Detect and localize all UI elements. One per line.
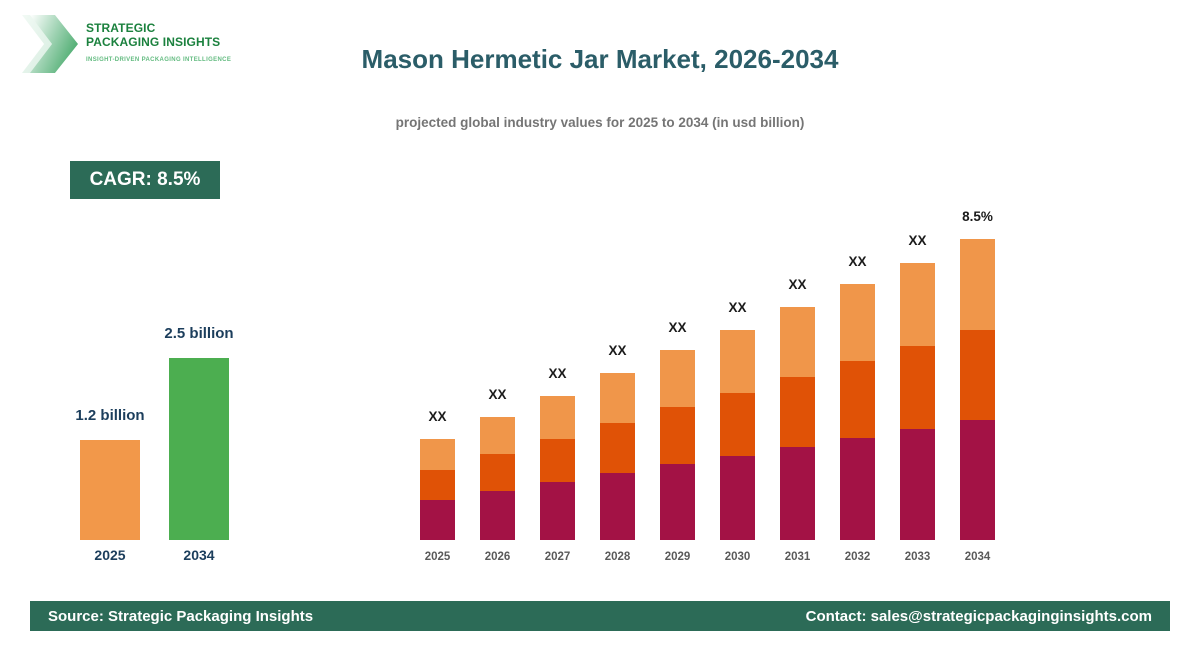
bar-year-label: 2027 bbox=[544, 551, 571, 563]
stacked-bar-2034 bbox=[960, 239, 995, 540]
bar-segment-bottom bbox=[540, 482, 575, 540]
page-title: Mason Hermetic Jar Market, 2026-2034 bbox=[361, 44, 839, 74]
stacked-bar-2027 bbox=[540, 396, 575, 540]
bar-segment-top bbox=[780, 307, 815, 377]
bar-segment-bottom bbox=[720, 456, 755, 540]
mini-bar-year-label: 2025 bbox=[94, 547, 126, 563]
bar-segment-bottom bbox=[600, 473, 635, 540]
stacked-bar-column-2026: XX 2026 bbox=[480, 0, 515, 563]
bar-segment-middle bbox=[480, 454, 515, 491]
bar-value-label: XX bbox=[908, 233, 927, 248]
bar-segment-middle bbox=[420, 470, 455, 500]
bar-segment-bottom bbox=[660, 464, 695, 540]
bar-value-label: XX bbox=[548, 366, 567, 381]
brand-tagline: INSIGHT-DRIVEN PACKAGING INTELLIGENCE bbox=[86, 57, 232, 63]
stacked-bar-column-2032: XX 2032 bbox=[840, 0, 875, 563]
stacked-bar-2032 bbox=[840, 284, 875, 540]
bar-year-label: 2030 bbox=[724, 551, 751, 563]
bar-year-label: 2025 bbox=[424, 551, 451, 563]
bar-year-label: 2026 bbox=[484, 551, 511, 563]
bar-segment-bottom bbox=[960, 420, 995, 540]
bar-segment-middle bbox=[660, 407, 695, 464]
bar-segment-bottom bbox=[900, 429, 935, 540]
chevron-arrow-icon bbox=[22, 15, 78, 73]
stacked-bar-column-2025: XX 2025 bbox=[420, 0, 455, 563]
bar-year-label: 2031 bbox=[784, 551, 811, 563]
bar-year-label: 2032 bbox=[844, 551, 871, 563]
stacked-bar-column-2033: XX 2033 bbox=[900, 0, 935, 563]
bar-segment-top bbox=[720, 330, 755, 393]
mini-comparison-chart: 1.2 billion 2025 2.5 billion 2034 bbox=[75, 0, 233, 563]
bar-segment-top bbox=[960, 239, 995, 330]
bar-value-label: XX bbox=[848, 254, 867, 269]
bar-segment-bottom bbox=[840, 438, 875, 540]
bar-segment-middle bbox=[900, 346, 935, 429]
bar-value-label: XX bbox=[488, 387, 507, 402]
bar-value-label: XX bbox=[788, 277, 807, 292]
cagr-badge: CAGR: 8.5% bbox=[70, 161, 220, 199]
bar-segment-bottom bbox=[780, 447, 815, 540]
bar-segment-middle bbox=[540, 439, 575, 482]
bar-value-label: XX bbox=[428, 409, 447, 424]
mini-bar-column-2034: 2.5 billion 2034 bbox=[164, 0, 233, 563]
stacked-bar-2026 bbox=[480, 417, 515, 540]
bar-segment-top bbox=[660, 350, 695, 407]
brand-name-line2: PACKAGING INSIGHTS bbox=[86, 34, 221, 49]
brand-text: STRATEGIC PACKAGING INSIGHTS INSIGHT-DRI… bbox=[86, 21, 232, 63]
bar-year-label: 2033 bbox=[904, 551, 931, 563]
page-subtitle: projected global industry values for 202… bbox=[395, 115, 805, 130]
bar-value-label: XX bbox=[728, 300, 747, 315]
bar-year-label: 2028 bbox=[604, 551, 631, 563]
bar-segment-middle bbox=[960, 330, 995, 420]
bar-segment-top bbox=[600, 373, 635, 423]
stacked-bar-column-2034: 8.5% 2034 bbox=[960, 0, 995, 563]
bar-value-label: XX bbox=[668, 320, 687, 335]
footer-contact-text: Contact: sales@strategicpackaginginsight… bbox=[805, 607, 1152, 625]
bar-segment-middle bbox=[840, 361, 875, 438]
stacked-bar-2030 bbox=[720, 330, 755, 540]
stacked-bar-2031 bbox=[780, 307, 815, 540]
bar-segment-top bbox=[900, 263, 935, 346]
bar-segment-top bbox=[540, 396, 575, 439]
bar-year-label: 2034 bbox=[964, 551, 991, 563]
stacked-bar-column-2029: XX 2029 bbox=[660, 0, 695, 563]
bar-segment-top bbox=[480, 417, 515, 454]
stacked-bar-column-2027: XX 2027 bbox=[540, 0, 575, 563]
stacked-bar-2033 bbox=[900, 263, 935, 540]
brand-logo: STRATEGIC PACKAGING INSIGHTS INSIGHT-DRI… bbox=[22, 14, 290, 76]
stacked-bar-column-2028: XX 2028 bbox=[600, 0, 635, 563]
bar-segment-middle bbox=[720, 393, 755, 456]
stacked-bar-2025 bbox=[420, 439, 455, 540]
bar-value-label: 8.5% bbox=[962, 209, 993, 224]
stacked-bar-column-2030: XX 2030 bbox=[720, 0, 755, 563]
bar-segment-bottom bbox=[480, 491, 515, 540]
bar-year-label: 2029 bbox=[664, 551, 691, 563]
footer-bar: Source: Strategic Packaging Insights Con… bbox=[30, 601, 1170, 631]
mini-bar-2034 bbox=[169, 358, 229, 540]
stacked-bar-2029 bbox=[660, 350, 695, 540]
stacked-bar-chart: XX 2025 XX 2026 XX 2027 XX 2028 XX 2029 XX 2030 XX 20… bbox=[420, 0, 995, 563]
mini-bar-2025 bbox=[80, 440, 140, 540]
footer-source-text: Source: Strategic Packaging Insights bbox=[48, 607, 314, 625]
bar-segment-top bbox=[840, 284, 875, 361]
bar-segment-middle bbox=[600, 423, 635, 473]
bar-segment-middle bbox=[780, 377, 815, 447]
mini-bar-year-label: 2034 bbox=[183, 547, 215, 563]
mini-bar-column-2025: 1.2 billion 2025 bbox=[75, 0, 144, 563]
brand-name-line1: STRATEGIC bbox=[86, 21, 156, 35]
stacked-bar-column-2031: XX 2031 bbox=[780, 0, 815, 563]
bar-segment-top bbox=[420, 439, 455, 470]
bar-segment-bottom bbox=[420, 500, 455, 540]
stacked-bar-2028 bbox=[600, 373, 635, 540]
mini-bar-value-label: 1.2 billion bbox=[75, 407, 145, 424]
bar-value-label: XX bbox=[608, 343, 627, 358]
mini-bar-value-label: 2.5 billion bbox=[164, 325, 234, 342]
